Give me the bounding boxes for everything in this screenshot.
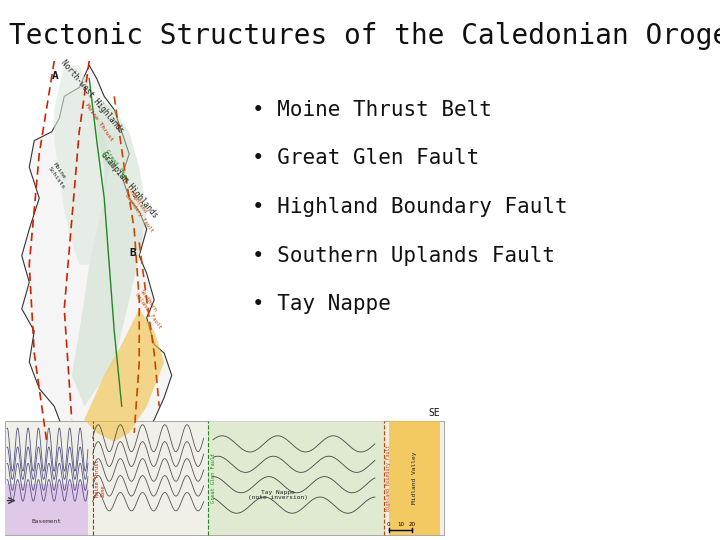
Text: Highland
Boundary Fault: Highland Boundary Fault [125,190,159,233]
Text: • Southern Uplands Fault: • Southern Uplands Fault [252,246,555,266]
Text: Great Glen
Fault: Great Glen Fault [99,148,130,186]
Bar [4,484,88,535]
Text: Moine Thrust: Moine Thrust [84,103,114,143]
Text: Basement: Basement [31,519,61,524]
Text: Midland Valley: Midland Valley [412,451,417,504]
Text: A: A [52,71,58,80]
Text: Highland Boundary Fault: Highland Boundary Fault [387,445,392,511]
Polygon shape [72,96,147,406]
Text: Moine Thrust
Zone: Moine Thrust Zone [95,459,106,497]
Polygon shape [54,65,109,265]
Bar [208,421,384,535]
Text: 20: 20 [408,522,415,527]
Polygon shape [22,65,171,464]
Text: • Great Glen Fault: • Great Glen Fault [252,148,480,168]
Text: Southern
Uplands Fault: Southern Uplands Fault [134,288,167,329]
Text: 0: 0 [387,522,390,527]
Text: • Highland Boundary Fault: • Highland Boundary Fault [252,197,568,217]
Text: North-west Highlands: North-west Highlands [59,58,125,134]
Text: 10: 10 [397,522,404,527]
Bar [389,421,440,535]
Text: • Tay Nappe: • Tay Nappe [252,294,391,314]
Text: • Moine Thrust Belt: • Moine Thrust Belt [252,100,492,120]
Text: Grampian Highlands: Grampian Highlands [99,150,160,220]
Bar [4,421,444,535]
Text: B: B [129,248,136,258]
Text: Great Glen Fault: Great Glen Fault [210,453,215,503]
Text: Tectonic Structures of the Caledonian Orogenesis: Tectonic Structures of the Caledonian Or… [9,22,720,50]
Text: Tay Nappe
(note inversion): Tay Nappe (note inversion) [248,489,307,500]
Text: SE: SE [428,408,440,418]
Text: Moine
Schists: Moine Schists [47,162,71,190]
Polygon shape [84,309,164,442]
